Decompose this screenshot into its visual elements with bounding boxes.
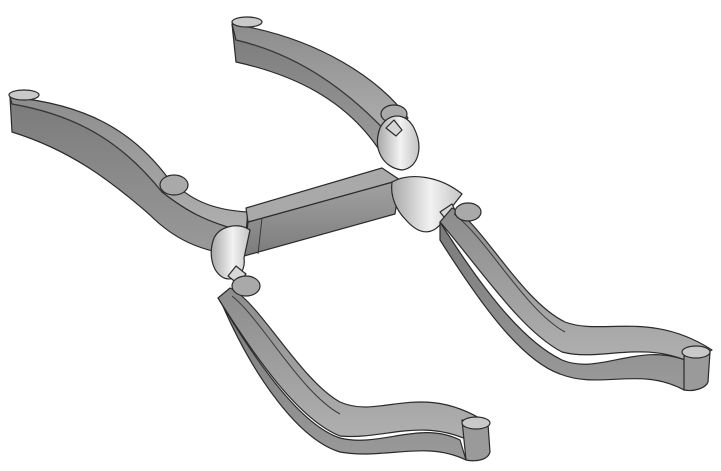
arm-joint-cylinder [454, 202, 482, 222]
joint-left [210, 225, 251, 285]
arm-lower-left [217, 275, 491, 462]
arm-end-cap [231, 16, 263, 28]
arm-end-cap [681, 345, 711, 359]
arm-lower-right [439, 202, 713, 392]
arm-end-cap [8, 89, 40, 101]
arm-end-cap [461, 416, 491, 430]
arm-upper-left [8, 89, 249, 256]
joint-upper-right [376, 115, 420, 171]
arm-upper-right [231, 16, 409, 149]
arm-joint-cylinder [231, 275, 261, 297]
arm-joint-cylinder [159, 174, 189, 196]
center-bar [243, 167, 401, 257]
